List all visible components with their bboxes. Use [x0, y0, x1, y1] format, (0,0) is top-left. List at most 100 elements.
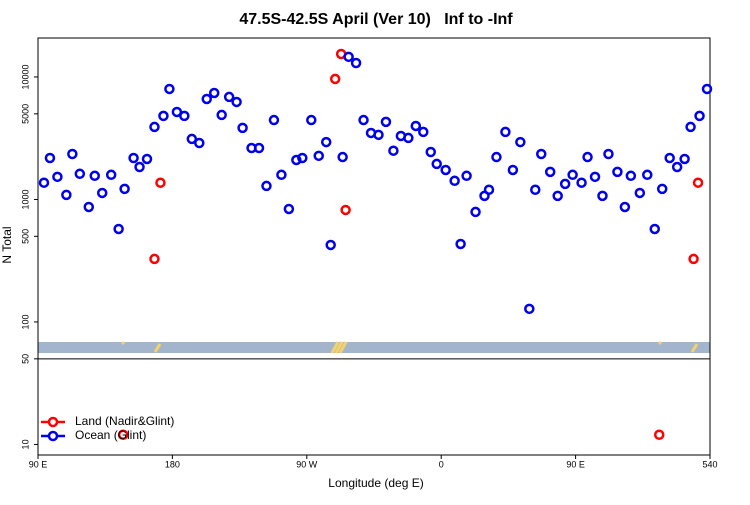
point [52, 171, 63, 183]
point [612, 166, 623, 178]
point [692, 177, 704, 188]
legend-marker [47, 416, 59, 428]
point [567, 169, 578, 181]
point [656, 183, 668, 195]
land-flags [120, 340, 699, 354]
point [461, 170, 472, 182]
point [500, 126, 511, 138]
point [113, 223, 124, 235]
point [164, 83, 175, 95]
point [276, 169, 287, 181]
x-axis-label: Longitude (deg E) [328, 476, 423, 490]
point [425, 146, 436, 158]
point [158, 110, 169, 122]
point [216, 109, 227, 121]
point [544, 166, 556, 178]
y-axis-label: N Total [0, 226, 14, 263]
point [455, 238, 466, 250]
point [524, 303, 535, 315]
point [589, 171, 601, 183]
point [83, 201, 95, 213]
point [582, 151, 593, 163]
point [653, 429, 665, 440]
surface-band [38, 342, 710, 353]
x-tick-label: 90 W [296, 459, 318, 469]
y-tick-label: 10000 [20, 64, 30, 89]
point [74, 168, 86, 180]
point [141, 153, 153, 165]
y-tick-label: 1000 [20, 189, 30, 209]
y-tick-label: 100 [20, 314, 30, 329]
point [701, 83, 713, 95]
legend-label: Land (Nadir&Glint) [75, 414, 174, 428]
point [117, 429, 129, 440]
point [149, 121, 160, 133]
point [388, 145, 399, 156]
point [253, 142, 265, 154]
point [671, 161, 683, 173]
point [44, 152, 56, 164]
point [380, 116, 392, 128]
point [625, 170, 637, 182]
point [149, 253, 160, 265]
point [89, 170, 100, 182]
y-tick-label: 50 [20, 354, 30, 364]
point [119, 183, 130, 195]
point [340, 204, 351, 216]
point [470, 206, 481, 218]
point [343, 51, 354, 63]
point [559, 178, 571, 190]
point [552, 190, 563, 202]
point [649, 223, 660, 235]
point [530, 184, 541, 196]
y-tick-label: 5000 [20, 104, 30, 124]
point [449, 175, 460, 187]
point [685, 121, 696, 133]
x-tick-label: 180 [165, 459, 180, 469]
point [597, 190, 608, 202]
point [96, 187, 108, 199]
point [688, 253, 699, 265]
point [483, 184, 495, 196]
y-tick-label: 10 [20, 439, 30, 449]
point [268, 114, 280, 126]
legend-label: Ocean (Glint) [75, 428, 146, 442]
point [38, 177, 50, 188]
point [201, 93, 212, 105]
point [507, 164, 519, 176]
y-tick-label: 500 [20, 229, 30, 244]
point [208, 87, 220, 99]
point [61, 189, 72, 201]
point [223, 91, 235, 103]
point [619, 201, 631, 213]
point [664, 152, 675, 164]
point [536, 148, 547, 160]
point [105, 169, 117, 181]
point [128, 152, 139, 164]
plot-frame [37, 37, 711, 456]
point [603, 148, 614, 160]
point [418, 126, 429, 138]
point [297, 152, 308, 164]
point [320, 136, 332, 148]
point [261, 180, 272, 192]
point [350, 57, 362, 69]
point [373, 129, 384, 141]
point [358, 114, 369, 126]
point [194, 137, 205, 149]
legend-marker [47, 430, 59, 442]
point [231, 96, 242, 108]
point [325, 239, 336, 251]
point [67, 148, 78, 160]
point [306, 114, 317, 126]
point [134, 161, 145, 173]
x-tick-label: 0 [439, 459, 444, 469]
point [679, 153, 690, 165]
chart-title: 47.5S-42.5S April (Ver 10) Inf to -Inf [239, 11, 513, 28]
point [313, 150, 324, 162]
point [410, 120, 422, 132]
point [491, 151, 502, 163]
point [337, 151, 348, 163]
point [283, 203, 295, 215]
